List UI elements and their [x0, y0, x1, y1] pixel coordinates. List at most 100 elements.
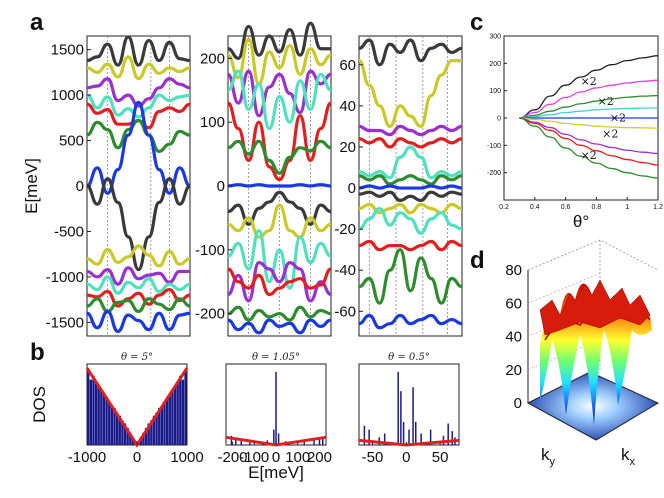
x-axis-title: θ° [573, 212, 589, 231]
y-tick-label: -20 [334, 221, 356, 238]
y-tick-label: 40 [339, 98, 356, 115]
dos-bar [92, 375, 95, 445]
band-line-11 [86, 288, 191, 308]
surface-peaks [539, 279, 651, 336]
x-tick-label: 1000 [170, 449, 203, 466]
band-line-8 [227, 203, 332, 239]
y-tick-label: 0 [348, 180, 356, 197]
band-line-5 [86, 118, 191, 154]
kx-label: kx [621, 445, 636, 468]
band-line-11 [358, 248, 463, 305]
splitting-line-3 [519, 107, 659, 119]
y-tick-label: 500 [59, 133, 84, 150]
band-line-6 [358, 184, 463, 190]
band-line-13 [227, 318, 332, 335]
band-line-3 [227, 69, 332, 131]
x-tick-label: -1000 [68, 449, 106, 466]
band-line-7 [358, 190, 463, 202]
dos-bar [158, 408, 161, 445]
x-tick-label: 200 [307, 449, 332, 466]
y-tick-label: 300 [489, 34, 501, 41]
multiplier-annotation: ×2 [610, 111, 626, 124]
splitting-plot: 0.2 0.4 0.6 0.8 1 1.23002001000-100-200×2×2×2… [487, 34, 663, 232]
splitting-line-5 [519, 117, 659, 129]
dos-bar [179, 375, 182, 445]
dos-bar [123, 423, 127, 445]
dos-plot-1: -1000 0 1000 θ = 5° DOS [30, 352, 204, 466]
y-tick-label: 100 [200, 114, 225, 131]
dos-bar [163, 402, 166, 445]
dos-bar [87, 371, 90, 445]
x-tick-label: 0.4 [530, 204, 540, 211]
multiplier-annotation: ×2 [581, 149, 597, 162]
z-grid-line [527, 239, 601, 271]
z-tick-label: 80 [505, 262, 522, 279]
panel-label-c: c [470, 9, 483, 36]
band-line-1 [358, 59, 462, 129]
dos-bar [165, 397, 169, 445]
band-line-1 [227, 37, 332, 86]
band-line-5 [358, 174, 463, 186]
y-tick-label: -60 [334, 303, 356, 320]
band-line-3 [358, 137, 463, 149]
splitting-line-2 [519, 94, 659, 119]
splitting-line-1 [519, 79, 659, 119]
y-tick-label: -200 [195, 306, 225, 323]
x-tick-label: -200 [218, 449, 248, 466]
dos-bar [121, 420, 124, 445]
band-line-2 [86, 77, 191, 108]
band-line-2 [227, 69, 332, 118]
dos-bar [171, 389, 174, 445]
band-line-9 [227, 229, 332, 290]
y-tick-label: 60 [339, 57, 356, 74]
x-tick-label: 1.2 [653, 204, 663, 211]
y-tick-label: -1000 [46, 269, 84, 286]
dos-bar [147, 423, 150, 445]
band-line-2 [358, 124, 463, 137]
x-tick-label: 100 [285, 449, 310, 466]
band-line-12 [86, 297, 191, 314]
y-tick-label: -500 [54, 223, 84, 240]
panel-label-b: b [30, 339, 45, 366]
splitting-line-6 [519, 117, 659, 155]
y-tick-label: -100 [487, 143, 501, 150]
dos-bar [118, 415, 121, 445]
y-tick-label: 20 [339, 139, 356, 156]
band-line-10 [86, 275, 191, 295]
y-tick-label: -100 [195, 242, 225, 259]
ky-label: ky [541, 445, 556, 468]
x-tick-label: 0 [402, 449, 410, 466]
band-plot-2: 200 100 0 -100 -200 [195, 21, 332, 337]
band-plot-1: 1500 1000 500 0 -500 -1000 -1500 E[meV] [22, 35, 191, 337]
band-line-12 [358, 313, 463, 330]
band-line-12 [227, 305, 332, 322]
y-tick-label: 100 [489, 88, 501, 95]
dos-bar [150, 420, 153, 445]
dos-title: θ = 5° [121, 352, 153, 363]
z-tick-label: 0 [514, 395, 522, 412]
band-line-6 [227, 183, 332, 188]
multiplier-annotation: ×2 [602, 128, 618, 141]
x-tick-label: 1 [625, 204, 629, 211]
band-line-0 [86, 35, 191, 67]
dos-bar [184, 371, 187, 445]
y-axis-title: E[meV] [22, 158, 41, 214]
z-tick-label: 60 [505, 295, 522, 312]
y-tick-label: -40 [334, 262, 356, 279]
dos-bar [129, 432, 132, 445]
x-tick-label: 0.2 [499, 204, 509, 211]
dos-bar [126, 428, 129, 445]
multiplier-annotation: ×2 [598, 95, 614, 108]
surface-plot: 80 60 40 20 0 kx ky [505, 239, 660, 468]
dos-plot-3: -50 0 50 θ = 0.5° [358, 352, 460, 466]
band-plot-3: 60 40 20 0 -20 -40 -60 [334, 35, 463, 337]
z-tick-label: 40 [505, 329, 522, 346]
splitting-line-7 [519, 117, 659, 166]
dos-bar [89, 379, 92, 445]
x-tick-label: 0.8 [592, 204, 602, 211]
band-line-8 [86, 244, 191, 268]
y-tick-label: 200 [489, 61, 501, 68]
x-tick-label: 0 [133, 449, 141, 466]
band-line-10 [227, 260, 332, 303]
box-top-edge [527, 239, 659, 271]
